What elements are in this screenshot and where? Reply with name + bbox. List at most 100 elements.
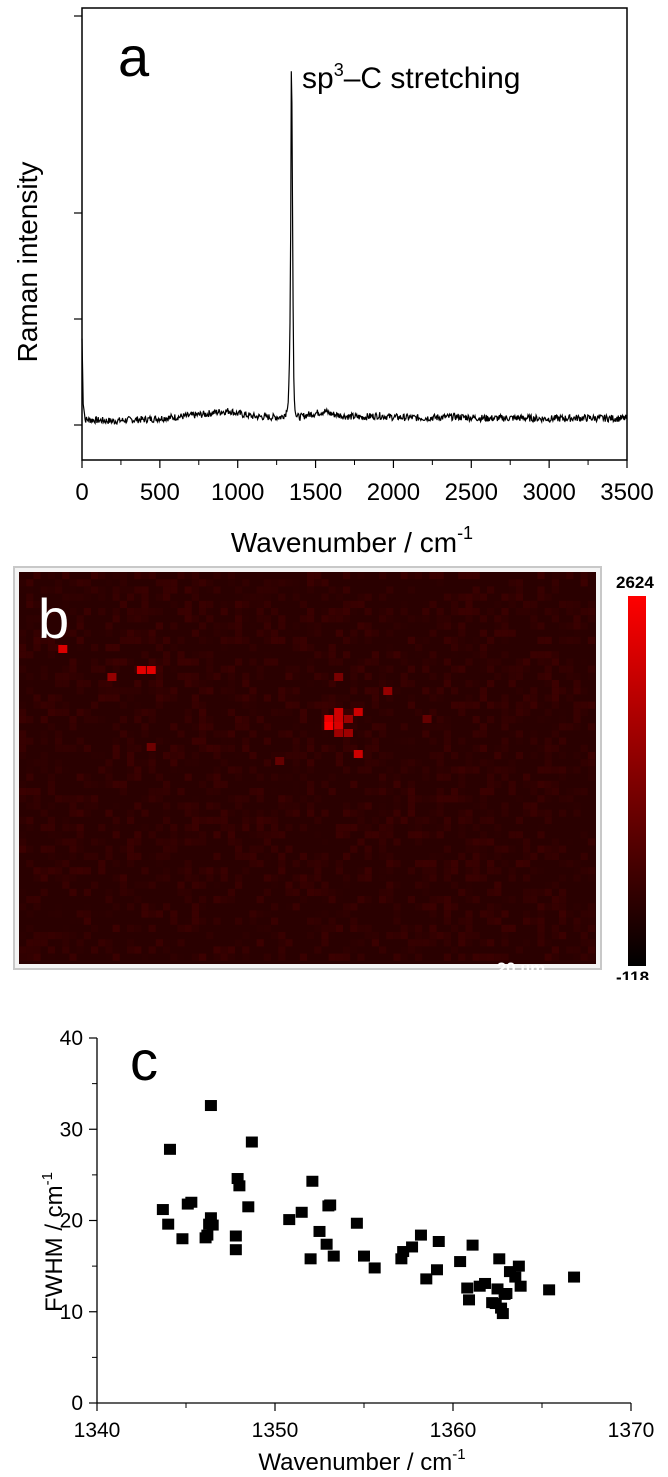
data-point	[245, 1136, 258, 1148]
data-point	[156, 1204, 169, 1216]
data-point	[185, 1196, 198, 1208]
data-point	[283, 1214, 296, 1226]
hot-pixel	[343, 715, 353, 723]
peak-annotation: sp3–C stretching	[302, 60, 520, 95]
data-point	[295, 1206, 308, 1218]
x-tick-label-a: 2500	[445, 479, 498, 506]
peak-annotation-prefix: sp	[302, 62, 334, 95]
data-point	[397, 1246, 410, 1258]
raman-spectrum-chart: 0 500 1000 1500 2000 2500 3000 3500 a sp3–C str…	[12, 7, 654, 558]
hot-pixel	[334, 715, 344, 723]
hot-pixel	[324, 715, 334, 723]
hot-pixel	[422, 715, 432, 723]
data-point	[466, 1239, 479, 1251]
x-tick-label-a: 0	[75, 479, 88, 506]
data-point	[406, 1241, 419, 1253]
colorbar	[628, 596, 646, 966]
data-point	[201, 1229, 214, 1241]
data-point	[313, 1225, 326, 1237]
data-point	[543, 1284, 556, 1296]
hot-pixel	[334, 722, 344, 730]
data-point	[430, 1264, 443, 1276]
hot-pixel	[146, 743, 156, 751]
x-axis-label-c: Wavenumber / cm-1	[258, 1446, 465, 1476]
panel-a-label: a	[118, 25, 150, 88]
colorbar-min-label: -118	[616, 968, 649, 980]
y-axis-label-c-text: FWHM / cm	[41, 1185, 68, 1312]
x-tick-label-a: 1500	[289, 479, 342, 506]
data-point	[306, 1175, 319, 1187]
data-point	[568, 1271, 581, 1283]
y-tick-label-c: 30	[60, 1118, 83, 1141]
peak-annotation-suffix: –C stretching	[344, 62, 521, 95]
colorbar-max-label: 2624	[616, 573, 654, 592]
data-point	[229, 1244, 242, 1256]
data-point	[350, 1217, 363, 1229]
x-axis-label-c-text: Wavenumber / cm	[258, 1449, 452, 1476]
hot-pixel	[383, 687, 393, 695]
data-point	[500, 1288, 513, 1299]
spectrum-line	[81, 71, 628, 426]
panel-b-label: b	[38, 587, 69, 650]
data-point	[493, 1253, 506, 1265]
x-tick-label-a: 500	[140, 479, 180, 506]
x-tick-label-a: 3000	[522, 479, 575, 506]
x-axis-label-c-superscript: -1	[452, 1446, 465, 1463]
data-point	[479, 1277, 492, 1289]
y-axis-label-a: Raman intensity	[12, 162, 43, 363]
hot-pixel	[146, 666, 156, 674]
hot-pixel	[107, 673, 117, 681]
raman-map: b 20 µm 2624 -118	[13, 566, 654, 980]
data-point	[229, 1230, 242, 1242]
hot-pixel	[136, 666, 146, 674]
hot-pixel	[334, 673, 344, 681]
data-point	[395, 1253, 408, 1265]
data-point	[414, 1229, 427, 1241]
x-axis-label-a-text: Wavenumber / cm	[231, 527, 457, 558]
data-point	[420, 1273, 433, 1285]
hot-pixel	[353, 708, 363, 716]
data-point	[233, 1180, 246, 1192]
x-tick-label-a: 1000	[211, 479, 264, 506]
peak-annotation-superscript: 3	[334, 60, 344, 80]
data-point	[206, 1219, 219, 1231]
map-noise	[19, 572, 595, 961]
data-point	[461, 1282, 474, 1294]
data-point	[512, 1260, 525, 1272]
data-point	[204, 1100, 217, 1112]
x-tick-label-a: 2000	[367, 479, 420, 506]
x-tick-label-c: 1370	[608, 1419, 655, 1442]
y-tick-label-c: 0	[71, 1392, 83, 1415]
y-tick-label-c: 20	[60, 1210, 83, 1233]
x-tick-label-a: 3500	[600, 479, 653, 506]
data-point	[432, 1235, 445, 1247]
data-point	[454, 1256, 467, 1268]
hot-pixel	[334, 729, 344, 737]
data-point	[509, 1271, 522, 1283]
hot-pixel	[334, 708, 344, 716]
data-point	[491, 1283, 504, 1295]
data-point	[496, 1308, 509, 1320]
data-point	[514, 1280, 527, 1292]
scale-bar-label: 20 µm	[497, 959, 546, 978]
y-axis-label-c-superscript: -1	[39, 1172, 56, 1185]
y-axis-label-c: FWHM / cm-1	[39, 1172, 68, 1312]
hot-pixel	[275, 757, 285, 765]
data-point	[368, 1262, 381, 1274]
data-point	[204, 1212, 217, 1224]
data-point	[176, 1233, 189, 1245]
panel-c-label: c	[130, 1029, 158, 1092]
data-point	[463, 1294, 476, 1306]
x-tick-label-c: 1340	[74, 1419, 121, 1442]
hot-pixel	[58, 645, 68, 653]
data-point	[320, 1238, 333, 1250]
x-axis-label-a: Wavenumber / cm-1	[231, 523, 473, 558]
data-point	[358, 1250, 370, 1262]
data-point	[242, 1201, 255, 1213]
data-point	[162, 1218, 175, 1230]
data-point	[304, 1253, 317, 1265]
hot-pixel	[353, 750, 363, 758]
x-axis-label-a-superscript: -1	[457, 523, 473, 543]
hot-pixel	[324, 722, 334, 730]
